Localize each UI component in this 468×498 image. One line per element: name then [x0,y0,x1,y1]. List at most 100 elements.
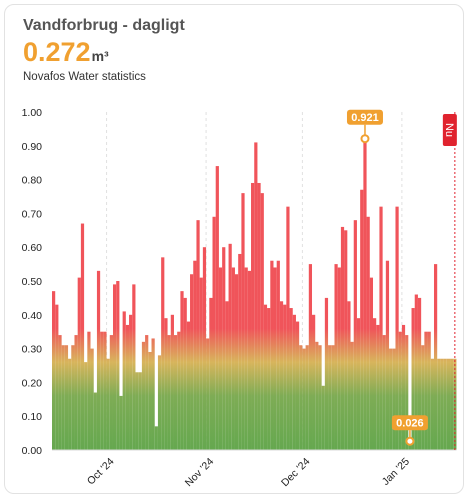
bar [209,297,213,450]
bar [398,331,402,450]
bar [55,304,59,450]
bar [215,166,219,450]
bar [241,193,245,450]
bar [315,341,319,450]
bar [247,270,252,450]
bar [64,345,69,450]
bar [369,277,373,450]
bar [270,260,274,450]
bar [331,345,335,450]
bar [112,284,117,450]
bar [173,335,178,450]
bar [177,331,181,450]
bar [337,267,341,450]
bar [312,314,316,450]
bar [167,335,171,450]
bar [100,331,104,450]
bar [427,331,431,450]
bar [279,301,284,450]
annotation-label: 0.026 [396,418,424,430]
bar [193,260,197,450]
bar [356,318,361,450]
bar [145,335,149,450]
bar [138,372,142,450]
bar [106,358,110,450]
bar [148,351,152,450]
y-tick-label: 0.90 [22,141,43,153]
bar [260,193,264,450]
y-tick-label: 0.60 [22,242,43,254]
x-tick-label: Nov '24 [183,456,217,490]
bar [180,291,184,450]
bar [129,314,133,450]
bar [222,247,226,450]
bar [157,355,162,450]
now-badge [442,114,457,146]
bar [154,426,158,450]
bar [190,274,194,450]
bar [225,301,229,450]
bar [289,308,293,450]
bar [228,243,232,450]
bar [122,311,126,450]
bar [376,324,380,450]
bar [103,331,107,450]
bar [421,345,425,450]
bar [443,358,447,450]
bar [206,338,210,450]
bar [77,277,81,450]
bar [299,345,303,450]
bar [58,335,62,450]
annotation-badge [346,109,383,125]
current-value-unit: m³ [91,48,109,64]
bar [446,358,451,450]
annotation-point [360,134,370,144]
bar [379,206,383,450]
bar [302,348,306,450]
bar [212,216,216,450]
bar [308,264,313,450]
annotation-label: 0.921 [351,112,379,124]
bar [437,358,441,450]
y-tick-label: 0.40 [22,310,43,322]
bar [324,297,329,450]
card-title: Vandforbrug - dagligt [23,17,185,34]
bar [334,264,338,450]
bar [254,142,258,451]
bar [234,274,239,450]
bar [414,294,418,450]
y-tick-label: 0.20 [22,377,43,389]
bar [382,335,386,450]
y-tick-label: 0.80 [22,175,43,187]
bar [80,223,85,450]
bar [267,308,271,450]
bar [305,345,309,450]
y-tick-label: 0.70 [22,208,43,220]
bar [96,270,101,450]
y-tick-label: 1.00 [22,107,43,119]
bar [125,324,130,450]
bar [202,247,207,450]
bar [350,341,354,450]
y-tick-label: 0.50 [22,276,43,288]
bar [161,257,165,450]
bar [231,267,235,450]
bar [411,308,415,450]
now-label: Nu [443,123,455,137]
bar [366,216,370,450]
bar [401,324,406,450]
current-value-number: 0.272 [23,37,91,67]
y-tick-label: 0.30 [22,344,43,356]
bar [218,267,223,450]
x-tick-label: Dec '24 [279,456,313,490]
bar [61,345,65,450]
current-value: 0.272m³ [23,37,109,68]
bar [244,267,248,450]
bar [353,220,357,450]
bar [135,372,139,450]
bar [392,348,396,450]
bar [109,335,113,450]
bar [360,189,364,451]
y-tick-label: 0.10 [22,411,43,423]
